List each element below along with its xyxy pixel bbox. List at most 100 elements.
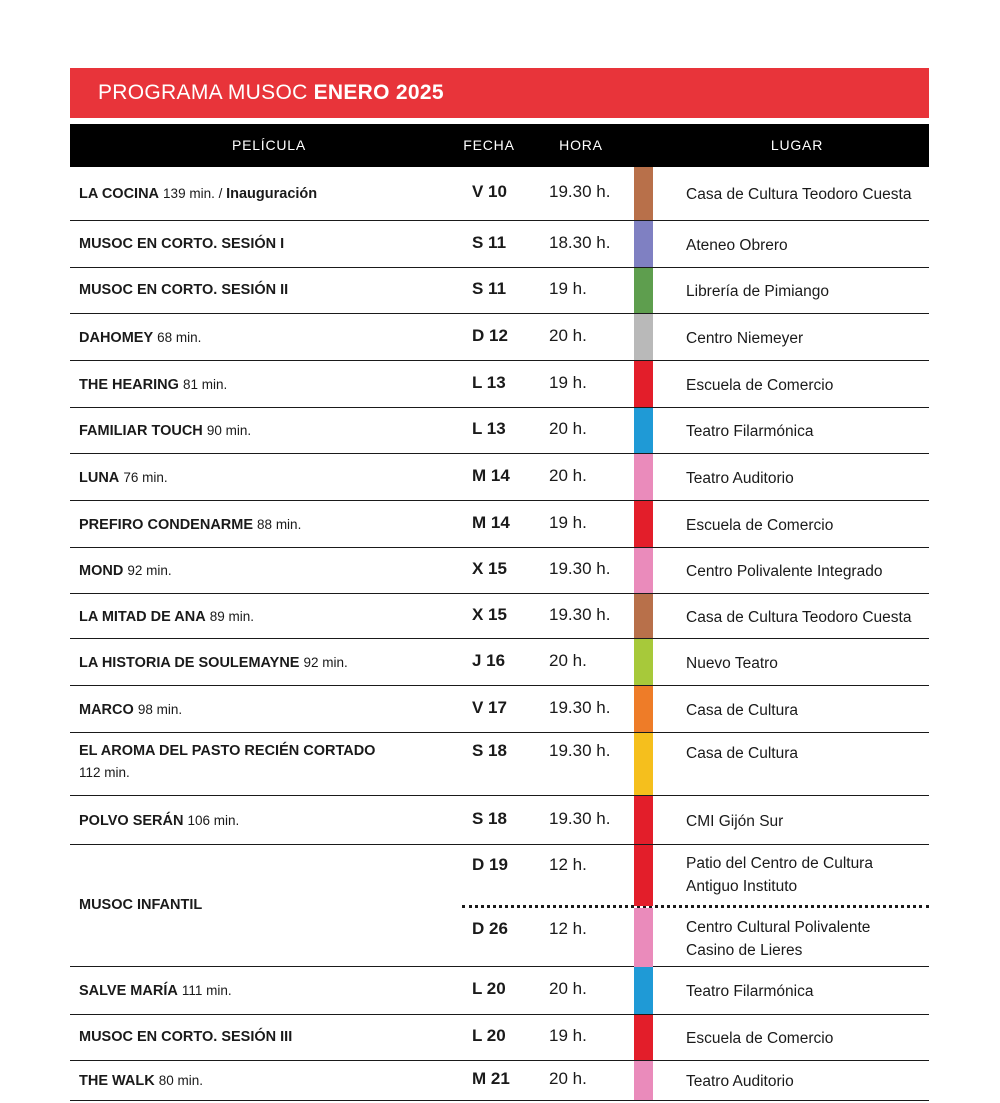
table-row: FAMILIAR TOUCH 90 min. L 13 20 h. Teatro Fi…	[70, 408, 929, 454]
film-time: 12 h.	[549, 855, 587, 874]
venue-color-bar	[634, 361, 653, 407]
film-date: M 14	[472, 513, 510, 532]
film-venue: Patio del Centro de Cultura Antiguo Inst…	[686, 855, 873, 895]
film-date: V 10	[472, 182, 507, 201]
film-cell: DAHOMEY 68 min.	[79, 327, 449, 349]
film-time: 19.30 h.	[549, 605, 611, 624]
film-title: FAMILIAR TOUCH	[79, 423, 203, 439]
film-separator: /	[214, 186, 227, 201]
film-duration: 106 min.	[187, 813, 240, 828]
film-date: X 15	[472, 605, 507, 624]
film-cell: THE HEARING 81 min.	[79, 374, 449, 396]
film-duration: 112 min.	[79, 765, 130, 780]
film-date: S 18	[472, 809, 507, 828]
header-fecha: FECHA	[463, 137, 515, 153]
film-title: POLVO SERÁN	[79, 813, 184, 829]
film-time: 12 h.	[549, 919, 587, 938]
film-cell: FAMILIAR TOUCH 90 min.	[79, 420, 449, 442]
film-venue: Nuevo Teatro	[686, 655, 778, 672]
film-title: MUSOC EN CORTO. SESIÓN III	[79, 1029, 293, 1045]
film-duration: 68 min.	[157, 330, 202, 345]
film-title: LA HISTORIA DE SOULEMAYNE	[79, 655, 300, 671]
film-title: LUNA	[79, 470, 120, 486]
film-cell: LA MITAD DE ANA 89 min.	[79, 606, 449, 628]
film-date: L 13	[472, 419, 506, 438]
film-cell: SALVE MARÍA 111 min.	[79, 980, 449, 1002]
film-time: 20 h.	[549, 979, 587, 998]
film-venue: CMI Gijón Sur	[686, 813, 784, 830]
film-venue: Casa de Cultura Teodoro Cuesta	[686, 609, 912, 626]
film-title: MOND	[79, 563, 124, 579]
film-venue: Teatro Auditorio	[686, 1073, 794, 1090]
film-date: L 20	[472, 1026, 506, 1045]
film-venue: Escuela de Comercio	[686, 377, 834, 394]
table-row: THE WALK 80 min. M 21 20 h. Teatro Auditori…	[70, 1061, 929, 1101]
film-cell: PREFIRO CONDENARME 88 min.	[79, 514, 449, 536]
venue-color-bar	[634, 686, 653, 732]
venue-color-bar	[634, 967, 653, 1014]
film-date: X 15	[472, 559, 507, 578]
film-cell: LA HISTORIA DE SOULEMAYNE 92 min.	[79, 652, 449, 674]
film-time: 20 h.	[549, 326, 587, 345]
film-title: LA MITAD DE ANA	[79, 609, 206, 625]
film-time: 19.30 h.	[549, 741, 611, 760]
film-cell: MARCO 98 min.	[79, 699, 449, 721]
film-date: J 16	[472, 651, 506, 670]
film-time: 19 h.	[549, 373, 587, 392]
film-duration: 98 min.	[137, 702, 183, 717]
table-row: POLVO SERÁN 106 min. S 18 19.30 h. CMI Gijó…	[70, 796, 929, 845]
table-row: MARCO 98 min. V 17 19.30 h. Casa de Cultura	[70, 686, 929, 733]
venue-color-bar	[634, 548, 653, 593]
table-row: LUNA 76 min. M 14 20 h. Teatro Auditorio	[70, 454, 929, 501]
film-title: THE WALK	[79, 1073, 155, 1089]
table-row: MUSOC EN CORTO. SESIÓN II S 11 19 h. Librer…	[70, 268, 929, 314]
film-date: S 11	[472, 279, 507, 298]
header-hora: HORA	[559, 137, 603, 153]
table-row: LA MITAD DE ANA 89 min. X 15 19.30 h. Casa …	[70, 594, 929, 639]
film-venue: Escuela de Comercio	[686, 517, 834, 534]
film-venue: Casa de Cultura Teodoro Cuesta	[686, 186, 912, 203]
venue-color-bar	[634, 268, 653, 313]
film-time: 19 h.	[549, 279, 587, 298]
film-time: 19.30 h.	[549, 809, 611, 828]
film-time: 18.30 h.	[549, 233, 611, 252]
venue-color-bar	[634, 908, 653, 967]
table-row: MUSOC EN CORTO. SESIÓN I S 11 18.30 h. Aten…	[70, 221, 929, 268]
film-date: S 18	[472, 741, 507, 760]
film-time: 20 h.	[549, 1069, 587, 1088]
venue-color-bar	[634, 1061, 653, 1100]
film-note: Inauguración	[226, 186, 318, 202]
film-duration: 76 min.	[123, 470, 168, 485]
film-date: D 19	[472, 855, 508, 874]
film-cell: POLVO SERÁN 106 min.	[79, 810, 449, 832]
film-duration: 89 min.	[209, 609, 255, 624]
film-date: D 12	[472, 326, 508, 345]
venue-color-bar	[634, 1015, 653, 1060]
film-time: 20 h.	[549, 419, 587, 438]
venue-color-bar	[634, 845, 653, 906]
film-duration: 80 min.	[158, 1073, 204, 1088]
film-date: M 21	[472, 1069, 510, 1088]
banner-title: PROGRAMA MUSOC	[98, 81, 308, 104]
venue-color-bar	[634, 408, 653, 453]
film-title: MARCO	[79, 702, 134, 718]
film-cell: THE WALK 80 min.	[79, 1070, 449, 1092]
table-row: LA COCINA 139 min. / Inauguración V 10 19.…	[70, 167, 929, 221]
header-lugar: LUGAR	[770, 137, 824, 153]
table-row: PREFIRO CONDENARME 88 min. M 14 19 h. Escue…	[70, 501, 929, 548]
film-venue: Teatro Filarmónica	[686, 423, 814, 440]
film-duration: 92 min.	[127, 563, 172, 578]
film-time: 20 h.	[549, 651, 587, 670]
film-title: MUSOC INFANTIL	[79, 897, 203, 913]
film-venue: Librería de Pimiango	[686, 283, 830, 300]
table-row: LA HISTORIA DE SOULEMAYNE 92 min. J 16 20 …	[70, 639, 929, 686]
film-date: S 11	[472, 233, 507, 252]
table-row: DAHOMEY 68 min. D 12 20 h. Centro Niemeyer	[70, 314, 929, 361]
table-row: SALVE MARÍA 111 min. L 20 20 h. Teatro Fila…	[70, 967, 929, 1015]
film-time: 20 h.	[549, 466, 587, 485]
film-cell: MUSOC INFANTIL	[79, 895, 449, 916]
film-duration: 92 min.	[303, 655, 348, 670]
film-title: DAHOMEY	[79, 330, 154, 346]
program-banner: PROGRAMA MUSOC ENERO 2025	[70, 68, 929, 118]
venue-color-bar	[634, 167, 653, 220]
